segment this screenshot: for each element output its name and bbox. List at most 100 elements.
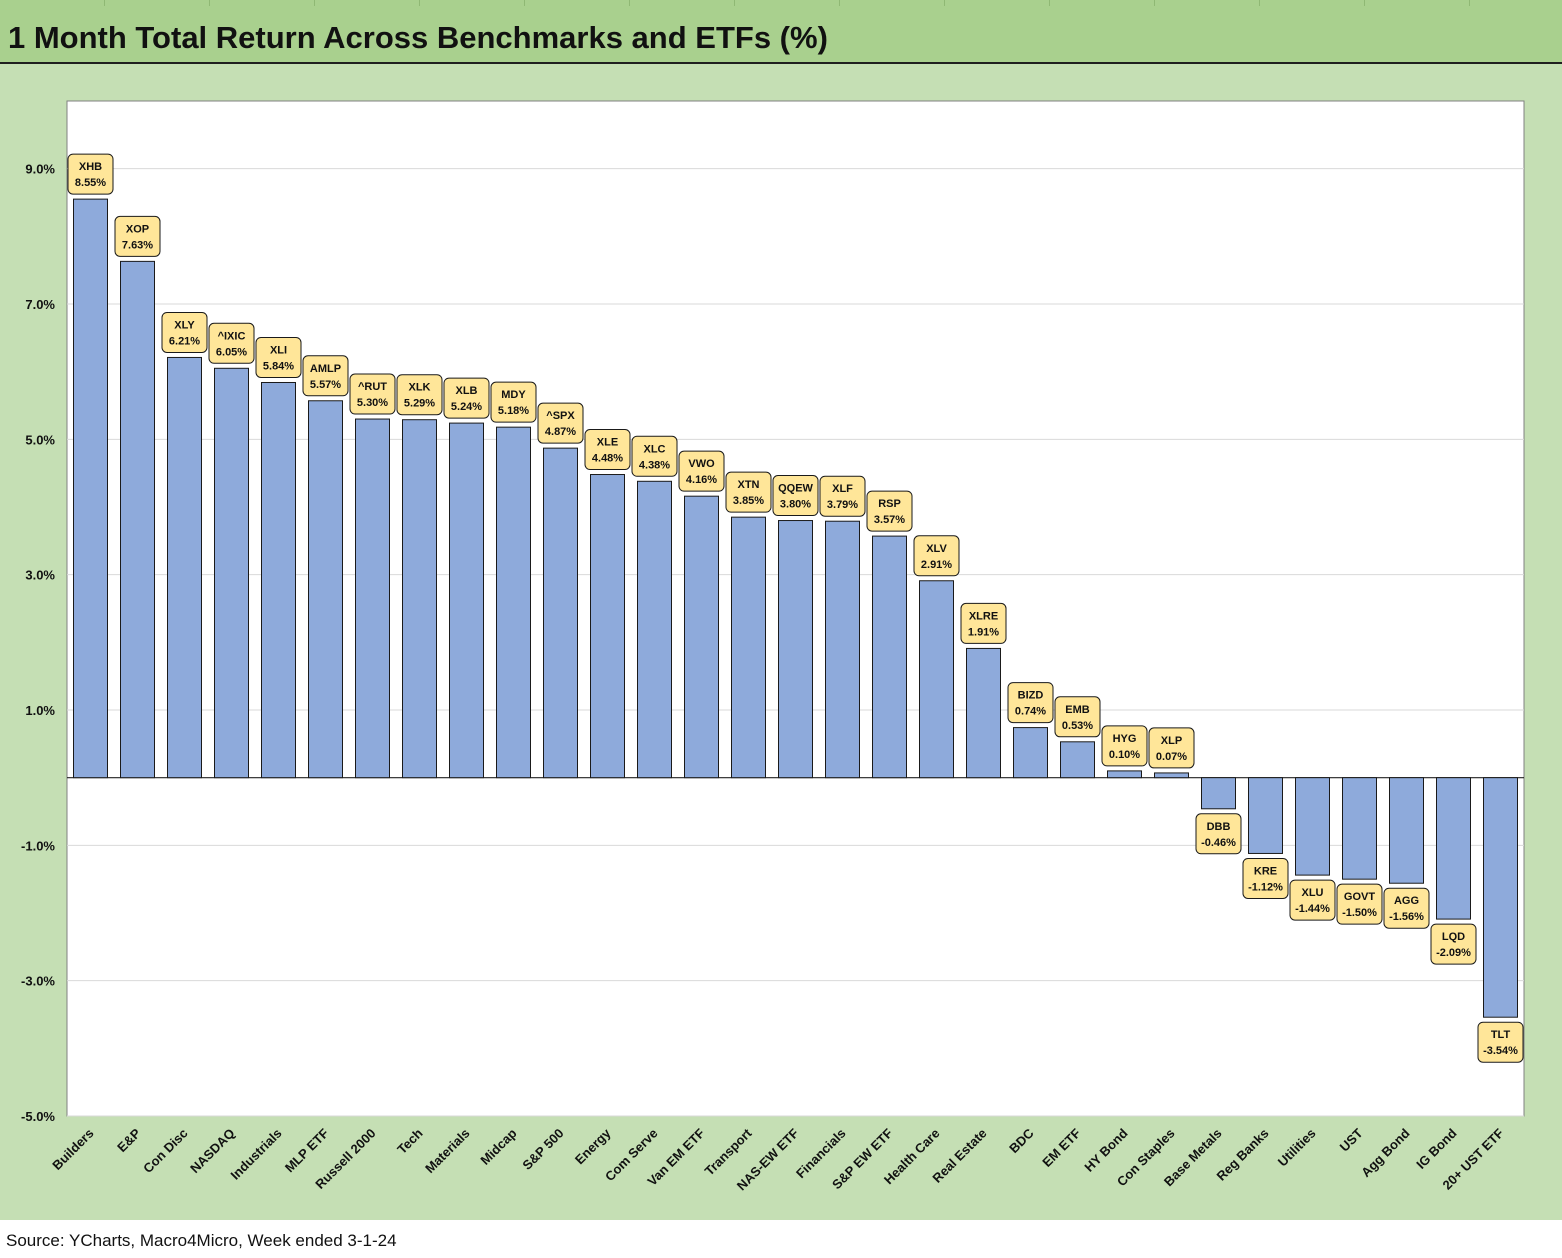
bar (120, 260, 155, 779)
y-tick-label: 3.0% (25, 568, 55, 583)
data-label-ticker: QQEW (778, 483, 813, 495)
data-label-box (725, 471, 772, 513)
y-tick-label: -1.0% (21, 838, 55, 853)
x-category-label: Midcap (477, 1125, 519, 1167)
data-label-box (1477, 1021, 1524, 1063)
source-note: Source: YCharts, Macro4Micro, Week ended… (6, 1231, 397, 1250)
bar (637, 480, 672, 779)
data-label-ticker: MDY (501, 389, 526, 401)
data-label-value: 3.85% (733, 495, 764, 507)
bar (1154, 772, 1189, 779)
data-label-box (1195, 813, 1242, 855)
bar (966, 647, 1001, 779)
x-category-label: Energy (572, 1125, 614, 1167)
data-label-value: 3.57% (874, 514, 905, 526)
x-category-label: Utilities (1275, 1126, 1319, 1170)
data-label-box (1101, 725, 1148, 767)
data-label-box (114, 215, 161, 257)
y-tick-label: 5.0% (25, 432, 55, 447)
data-label-ticker: XLU (1302, 887, 1324, 899)
data-label-value: 4.16% (686, 474, 717, 486)
data-label-box (772, 475, 819, 517)
data-label-box (537, 402, 584, 444)
data-label-value: 0.10% (1109, 749, 1140, 761)
data-label-value: 6.21% (169, 335, 200, 347)
data-label-ticker: TLT (1491, 1029, 1511, 1041)
bar (1483, 777, 1518, 1018)
footer: Source: YCharts, Macro4Micro, Week ended… (0, 1220, 1562, 1258)
data-label-box (1148, 727, 1195, 769)
x-category-label: IG Bond (1413, 1125, 1459, 1171)
data-label-box (208, 322, 255, 364)
bar (1436, 777, 1471, 920)
bar (590, 474, 625, 779)
data-label-ticker: GOVT (1344, 891, 1375, 903)
data-label-ticker: VWO (688, 458, 715, 470)
data-label-box (913, 535, 960, 577)
x-category-label: Industrials (228, 1126, 285, 1183)
y-tick-label: 1.0% (25, 703, 55, 718)
data-label-ticker: XLRE (969, 610, 998, 622)
bar (825, 520, 860, 779)
x-category-label: Agg Bond (1358, 1125, 1413, 1180)
x-category-label: MLP ETF (282, 1125, 332, 1175)
x-category-label: S&P 500 (519, 1126, 566, 1173)
data-label-box (255, 336, 302, 378)
data-label-ticker: XLB (456, 385, 478, 397)
bar (214, 367, 249, 779)
bar (919, 580, 954, 779)
data-label-box (960, 602, 1007, 644)
data-label-box (1007, 682, 1054, 724)
bar (167, 356, 202, 779)
x-category-label: HY Bond (1081, 1125, 1130, 1174)
bar (402, 419, 437, 779)
data-label-ticker: XLV (926, 543, 947, 555)
data-label-ticker: XOP (126, 223, 149, 235)
y-tick-label: 7.0% (25, 297, 55, 312)
data-label-ticker: XLE (597, 437, 618, 449)
data-label-value: 5.24% (451, 401, 482, 413)
bar (1295, 777, 1330, 876)
bar (1201, 777, 1236, 810)
bar (355, 418, 390, 779)
data-label-value: 5.29% (404, 398, 435, 410)
bar (1013, 727, 1048, 779)
data-label-box (302, 355, 349, 397)
data-label-value: 7.63% (122, 239, 153, 251)
chart-panel: 9.0% 7.0% 5.0% 3.0% 1.0% -1.0% -3.0% -5.0% XHB 8.… (4, 66, 1558, 1218)
data-label-value: -1.12% (1248, 881, 1283, 893)
data-label-value: -1.50% (1342, 907, 1377, 919)
data-label-value: 3.79% (827, 499, 858, 511)
x-category-label: Con Disc (140, 1126, 190, 1176)
data-label-value: 5.18% (498, 405, 529, 417)
data-label-value: -0.46% (1201, 837, 1236, 849)
data-label-ticker: ^IXIC (218, 330, 246, 342)
data-label-value: 1.91% (968, 626, 999, 638)
data-label-ticker: XLC (644, 443, 666, 455)
data-label-value: -1.56% (1389, 911, 1424, 923)
data-label-value: 4.87% (545, 426, 576, 438)
y-tick-label: -3.0% (21, 974, 55, 989)
bar (543, 447, 578, 779)
bar (308, 400, 343, 779)
data-label-value: 5.30% (357, 397, 388, 409)
x-category-label: Builders (49, 1126, 96, 1173)
title-bar: 1 Month Total Return Across Benchmarks a… (0, 0, 1562, 64)
data-label-ticker: AGG (1394, 895, 1419, 907)
data-label-ticker: XLK (409, 382, 431, 394)
data-label-ticker: XLY (174, 319, 195, 331)
data-label-box (67, 153, 114, 195)
data-label-ticker: ^SPX (546, 410, 575, 422)
data-label-box (631, 435, 678, 477)
data-label-ticker: XHB (79, 161, 102, 173)
data-label-value: -2.09% (1436, 947, 1471, 959)
y-tick-label: -5.0% (21, 1109, 55, 1124)
data-label-value: -3.54% (1483, 1045, 1518, 1057)
data-label-value: 6.05% (216, 346, 247, 358)
bar (73, 198, 108, 779)
data-label-box (866, 490, 913, 532)
data-label-box (1242, 857, 1289, 899)
x-category-label: BDC (1006, 1125, 1037, 1156)
data-label-box (490, 381, 537, 423)
data-label-box (678, 450, 725, 492)
